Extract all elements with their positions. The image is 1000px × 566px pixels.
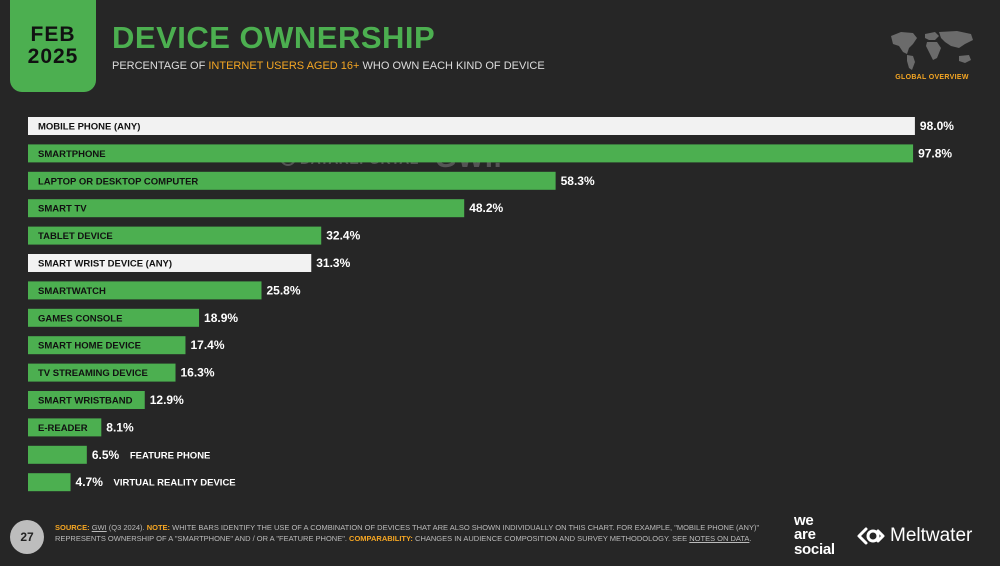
bar-5 bbox=[28, 254, 312, 272]
category-label-8: SMART HOME DEVICE bbox=[38, 341, 141, 352]
page-subtitle: PERCENTAGE OF INTERNET USERS AGED 16+ WH… bbox=[112, 60, 545, 72]
value-label-4: 32.4% bbox=[326, 229, 360, 243]
value-label-1: 97.8% bbox=[918, 146, 952, 160]
logo-we: we bbox=[794, 512, 814, 529]
value-label-9: 16.3% bbox=[181, 366, 215, 380]
note-key: NOTE: bbox=[146, 523, 171, 532]
source-link[interactable]: GWI bbox=[91, 523, 107, 532]
category-label-2: LAPTOP OR DESKTOP COMPUTER bbox=[38, 176, 198, 187]
comparability-key: COMPARABILITY: bbox=[349, 533, 413, 543]
logo-are: are bbox=[794, 526, 816, 544]
category-label-4: TABLET DEVICE bbox=[38, 231, 113, 242]
value-label-10: 12.9% bbox=[150, 393, 184, 407]
value-label-3: 48.2% bbox=[469, 201, 503, 215]
value-label-12: 6.5% bbox=[92, 448, 120, 462]
bar-3 bbox=[28, 199, 465, 218]
bar-11 bbox=[28, 418, 102, 437]
bar-12 bbox=[28, 445, 87, 464]
category-label-6: SMARTWATCH bbox=[38, 286, 106, 297]
meltwater-text: Meltwater bbox=[890, 525, 973, 546]
value-label-8: 17.4% bbox=[190, 338, 224, 352]
category-label-5: SMART WRIST DEVICE (ANY) bbox=[38, 259, 172, 270]
bar-6 bbox=[28, 281, 262, 300]
date-badge: FEB 2025 bbox=[10, 0, 96, 92]
category-label-7: GAMES CONSOLE bbox=[38, 313, 122, 324]
subtitle-highlight: INTERNET USERS AGED 16+ bbox=[208, 60, 360, 72]
bar-7 bbox=[28, 308, 200, 327]
notes-on-data-link[interactable]: NOTES ON DATA bbox=[689, 533, 750, 543]
value-label-5: 31.3% bbox=[316, 256, 350, 270]
source-key: SOURCE: bbox=[55, 523, 90, 532]
page-title: DEVICE OWNERSHIP bbox=[112, 20, 436, 55]
bar-9 bbox=[28, 363, 176, 382]
bar-13 bbox=[28, 473, 71, 492]
source-text: (Q3 2024). bbox=[106, 523, 147, 532]
subtitle-pre: PERCENTAGE OF bbox=[112, 60, 209, 72]
category-label-1: SMARTPHONE bbox=[38, 149, 106, 160]
note-text: WHITE BARS IDENTIFY THE USE OF A COMBINA… bbox=[55, 523, 760, 543]
meltwater-logo: Meltwater bbox=[856, 525, 972, 547]
page-number: 27 bbox=[10, 520, 44, 554]
category-label-3: SMART TV bbox=[38, 204, 87, 215]
bar-1 bbox=[28, 144, 914, 163]
bar-4 bbox=[28, 226, 322, 245]
category-label-9: TV STREAMING DEVICE bbox=[38, 368, 148, 379]
logo-social: social bbox=[794, 540, 835, 558]
meltwater-icon bbox=[857, 527, 885, 545]
value-label-6: 25.8% bbox=[266, 283, 300, 297]
bar-10 bbox=[28, 391, 145, 409]
date-month: FEB bbox=[30, 22, 76, 46]
world-map-icon bbox=[891, 31, 973, 70]
comparability-text: CHANGES IN AUDIENCE COMPOSITION AND SURV… bbox=[412, 533, 690, 543]
footnote-end: . bbox=[749, 533, 752, 543]
value-label-13: 4.7% bbox=[76, 475, 104, 489]
bar-0 bbox=[28, 117, 915, 135]
date-year: 2025 bbox=[27, 45, 79, 68]
category-label-0: MOBILE PHONE (ANY) bbox=[38, 122, 140, 133]
value-label-11: 8.1% bbox=[106, 420, 134, 434]
subtitle-post: WHO OWN EACH KIND OF DEVICE bbox=[359, 60, 545, 72]
category-label-12: FEATURE PHONE bbox=[130, 450, 211, 461]
category-label-13: VIRTUAL REALITY DEVICE bbox=[114, 478, 236, 489]
category-label-10: SMART WRISTBAND bbox=[38, 396, 133, 407]
bar-2 bbox=[28, 171, 556, 190]
region-label: GLOBAL OVERVIEW bbox=[895, 74, 969, 81]
bar-8 bbox=[28, 336, 186, 355]
we-are-social-logo: we are social bbox=[794, 512, 835, 558]
footnote: SOURCE: GWI (Q3 2024). NOTE: WHITE BARS … bbox=[55, 523, 775, 545]
value-label-0: 98.0% bbox=[920, 119, 954, 133]
value-label-2: 58.3% bbox=[561, 174, 595, 188]
value-label-7: 18.9% bbox=[204, 311, 238, 325]
category-label-11: E-READER bbox=[38, 423, 88, 434]
